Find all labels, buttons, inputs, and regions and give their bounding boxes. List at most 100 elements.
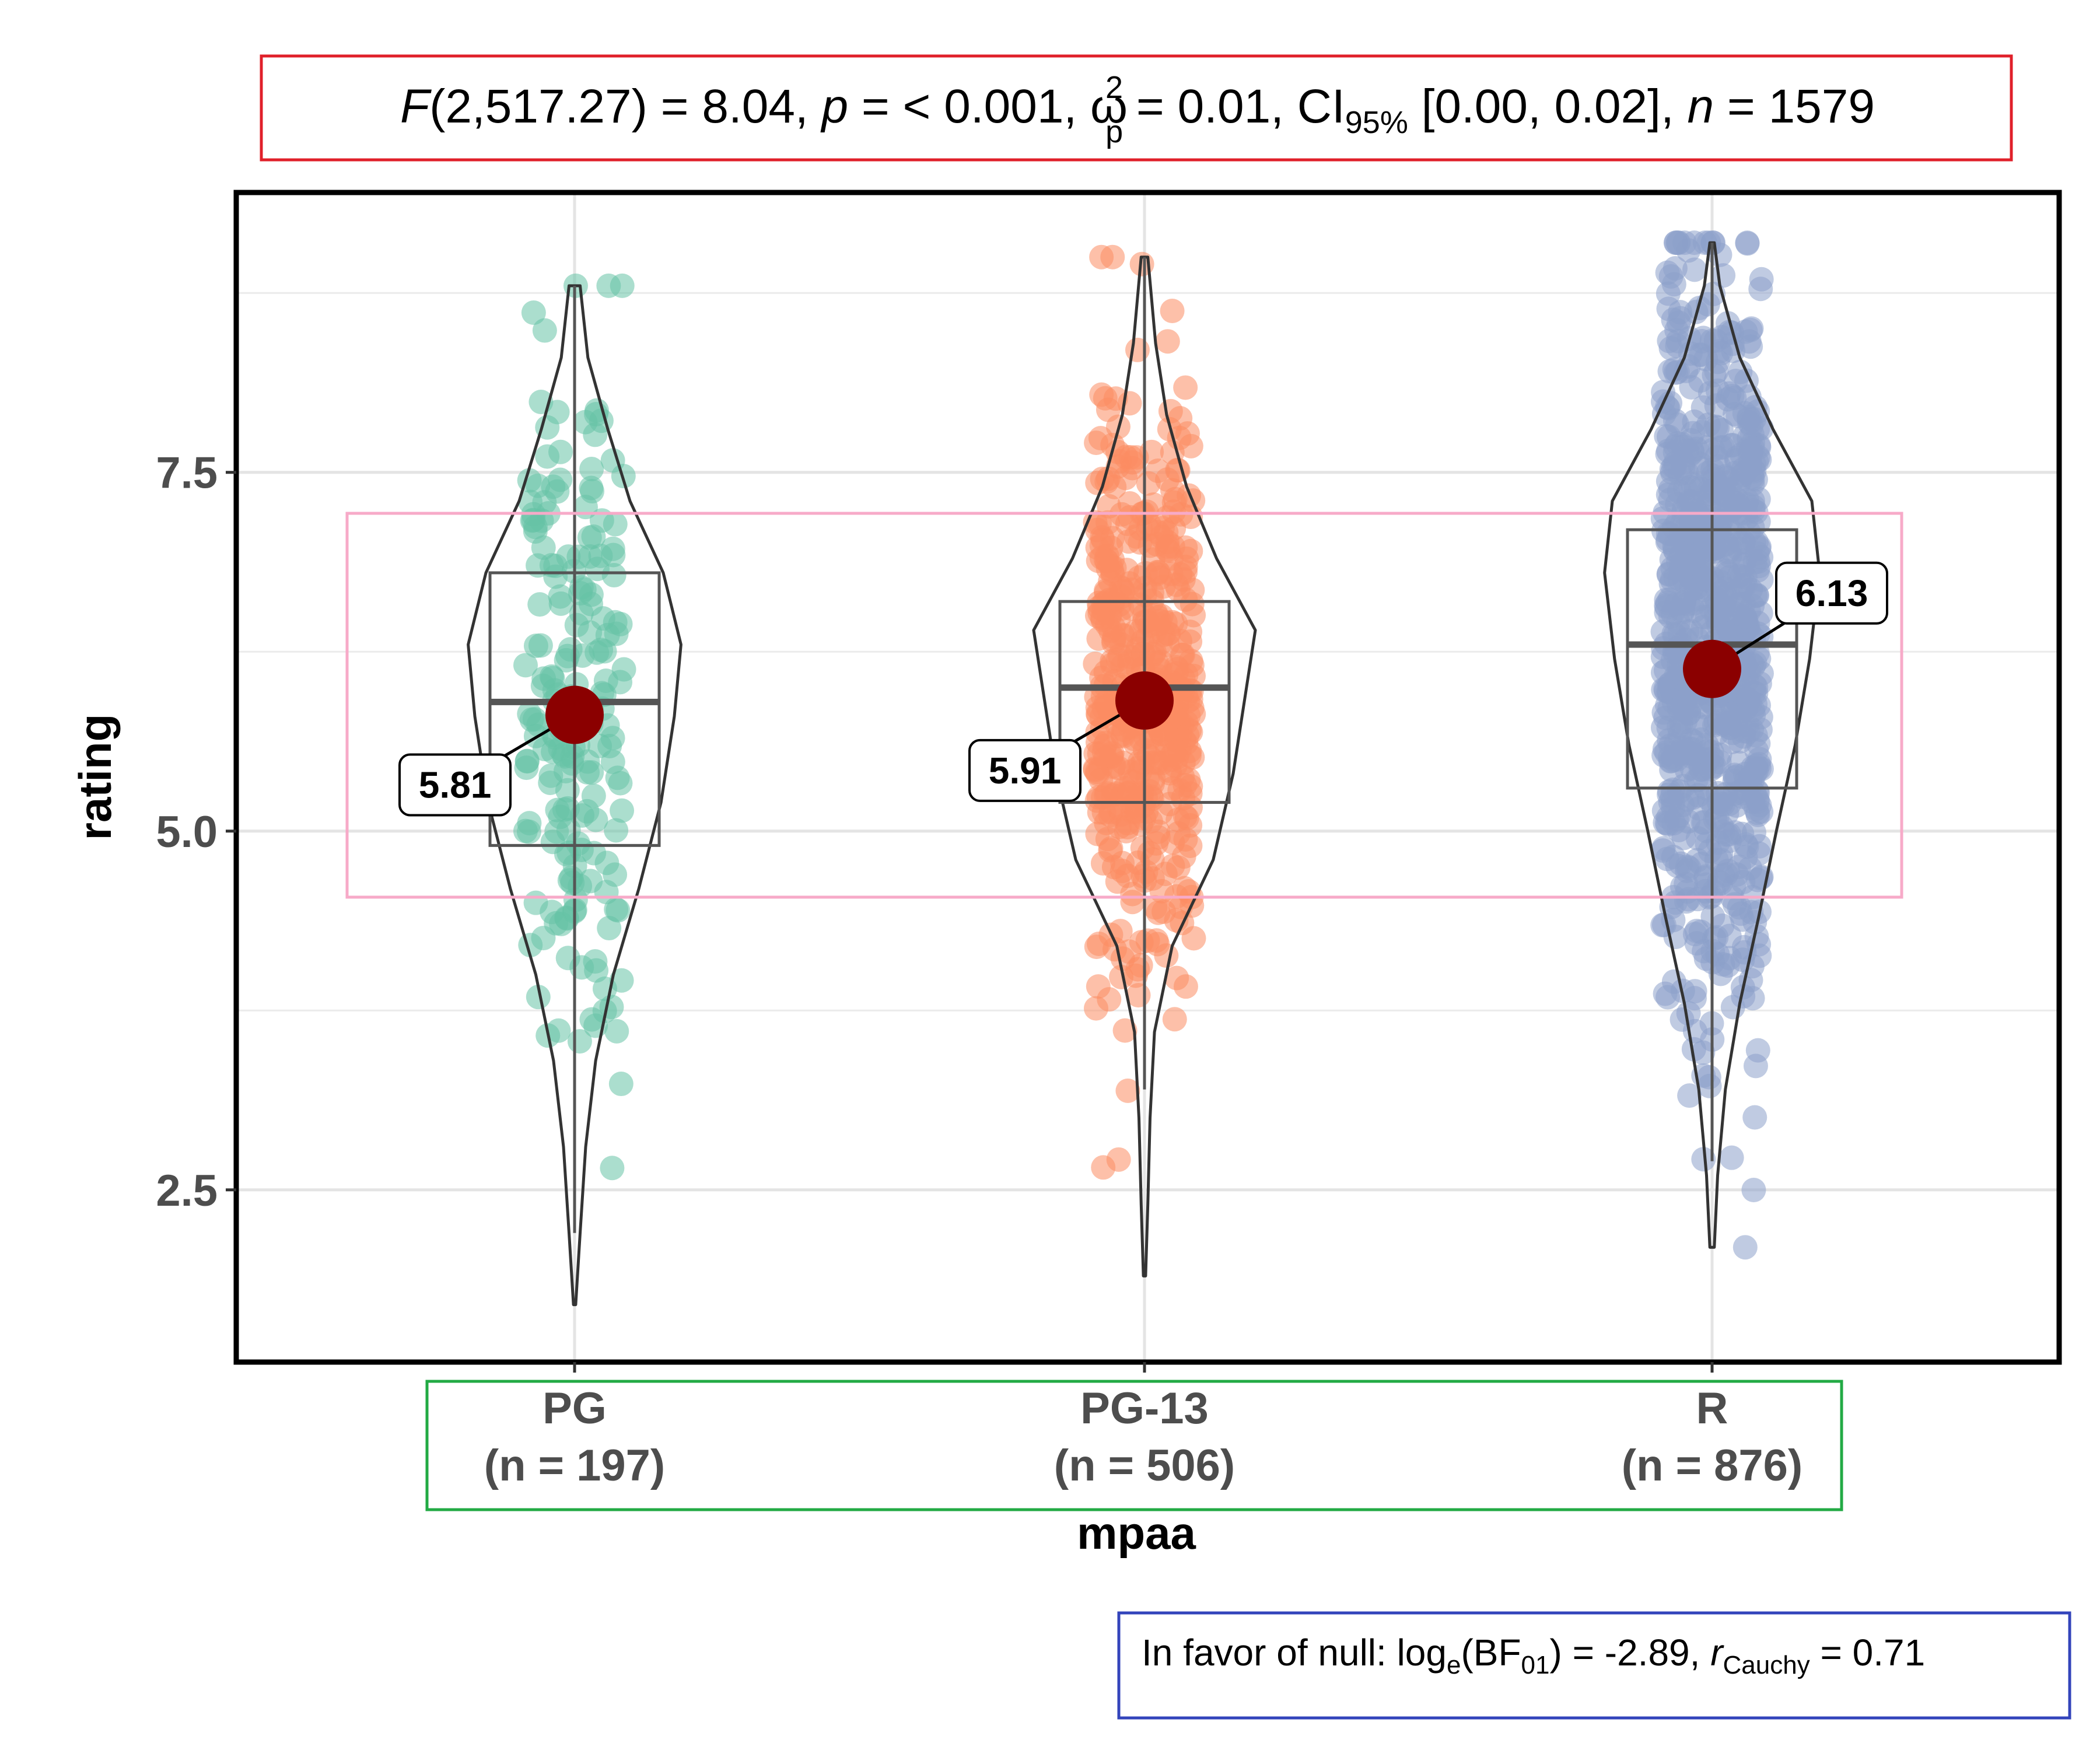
data-point (1086, 932, 1111, 957)
data-point (580, 479, 605, 504)
data-point (1675, 858, 1700, 883)
data-point (1688, 476, 1713, 501)
data-point (559, 865, 584, 890)
data-point (1100, 244, 1125, 270)
data-point (528, 633, 553, 658)
violin-outline (1603, 241, 1821, 1249)
data-point (1735, 231, 1760, 256)
data-point (1653, 705, 1678, 730)
box-iqr (488, 571, 661, 847)
data-point (1705, 415, 1730, 440)
data-point (1146, 560, 1171, 585)
data-point (1668, 300, 1693, 325)
mean-label-box (1775, 561, 1888, 625)
data-point (1166, 710, 1191, 735)
panel-border (233, 190, 2062, 1365)
mean-point (1683, 639, 1741, 698)
data-point (548, 439, 573, 464)
data-point (522, 707, 547, 732)
data-point (1161, 741, 1186, 766)
data-point (1118, 760, 1143, 785)
data-point (1164, 965, 1189, 991)
data-point (608, 1072, 634, 1097)
data-point (579, 457, 604, 482)
x-labels-highlight-box (425, 1380, 1843, 1511)
data-point (1120, 450, 1145, 475)
data-point (1677, 1083, 1702, 1108)
subtitle-omega-sup: 2 (1105, 70, 1123, 105)
data-point (595, 622, 620, 648)
data-point (1155, 329, 1180, 354)
data-point (1662, 537, 1688, 562)
data-point (1743, 723, 1768, 748)
data-point (1679, 428, 1704, 453)
data-point (521, 300, 546, 325)
x-tick-label: R (1696, 1384, 1728, 1433)
x-tick-n-label: (n = 506) (1054, 1441, 1235, 1490)
data-point (1663, 664, 1688, 689)
subtitle-omega-sub: p (1105, 114, 1123, 149)
data-point (1747, 793, 1772, 818)
plot-groups: 5.81 5.91 6.13 (398, 230, 1888, 1307)
data-point (1160, 610, 1185, 635)
data-point (1145, 520, 1170, 545)
subtitle-ci-sub: 95% (1345, 105, 1408, 140)
data-point (1741, 1178, 1766, 1203)
data-point (597, 734, 622, 759)
caption-r-sub: Cauchy (1723, 1651, 1810, 1679)
caption-prefix: In favor of null: log (1142, 1632, 1447, 1674)
data-point (610, 798, 635, 823)
data-point (1720, 383, 1745, 408)
data-point (1681, 1037, 1706, 1062)
data-point (593, 668, 618, 694)
data-point (1133, 859, 1158, 884)
data-point (1710, 815, 1735, 840)
data-point (1662, 256, 1688, 281)
data-point (1691, 1147, 1716, 1172)
data-point (548, 467, 573, 492)
data-point (1736, 519, 1761, 544)
data-point (1696, 1065, 1721, 1090)
mean-label-box (398, 753, 512, 817)
data-point (1731, 457, 1756, 482)
data-point (1125, 337, 1150, 362)
x-axis-title: mpaa (1077, 1507, 1196, 1559)
data-point (1652, 737, 1677, 762)
data-point (1674, 740, 1699, 765)
group-pg: 5.81 (398, 273, 682, 1307)
mean-point (1115, 671, 1174, 730)
data-point (566, 544, 592, 569)
caption-highlight-box (1117, 1611, 2071, 1720)
data-point (1160, 298, 1185, 323)
data-point (1704, 587, 1729, 612)
data-point (1090, 466, 1115, 491)
data-point (604, 1019, 629, 1044)
data-point (1749, 267, 1774, 292)
x-tick-n-label: (n = 197) (484, 1441, 665, 1490)
data-point (1742, 1105, 1768, 1130)
data-point (1737, 410, 1762, 435)
data-point (1161, 499, 1186, 524)
data-point (1684, 919, 1709, 944)
mean-label-box (968, 738, 1082, 802)
data-point (1709, 325, 1734, 350)
subtitle-p-text: = < 0.001, (848, 80, 1090, 133)
data-point (1663, 230, 1688, 256)
data-point (514, 755, 539, 780)
data-point (606, 898, 631, 923)
violin-outline (1032, 256, 1257, 1278)
chart-caption: In favor of null: loge(BF01) = -2.89, rC… (1142, 1632, 1925, 1679)
data-point (1136, 471, 1161, 496)
data-point (1650, 644, 1675, 669)
data-point (577, 525, 602, 550)
caption-r-text: = 0.71 (1810, 1632, 1926, 1674)
data-point (1693, 346, 1718, 372)
data-point (540, 900, 565, 925)
data-point (1117, 491, 1142, 516)
data-point (1141, 492, 1166, 517)
mean-point (545, 685, 604, 744)
x-tick-label: PG-13 (1080, 1384, 1209, 1433)
violin-outline (467, 284, 682, 1307)
mean-label: 6.13 (1796, 572, 1868, 614)
